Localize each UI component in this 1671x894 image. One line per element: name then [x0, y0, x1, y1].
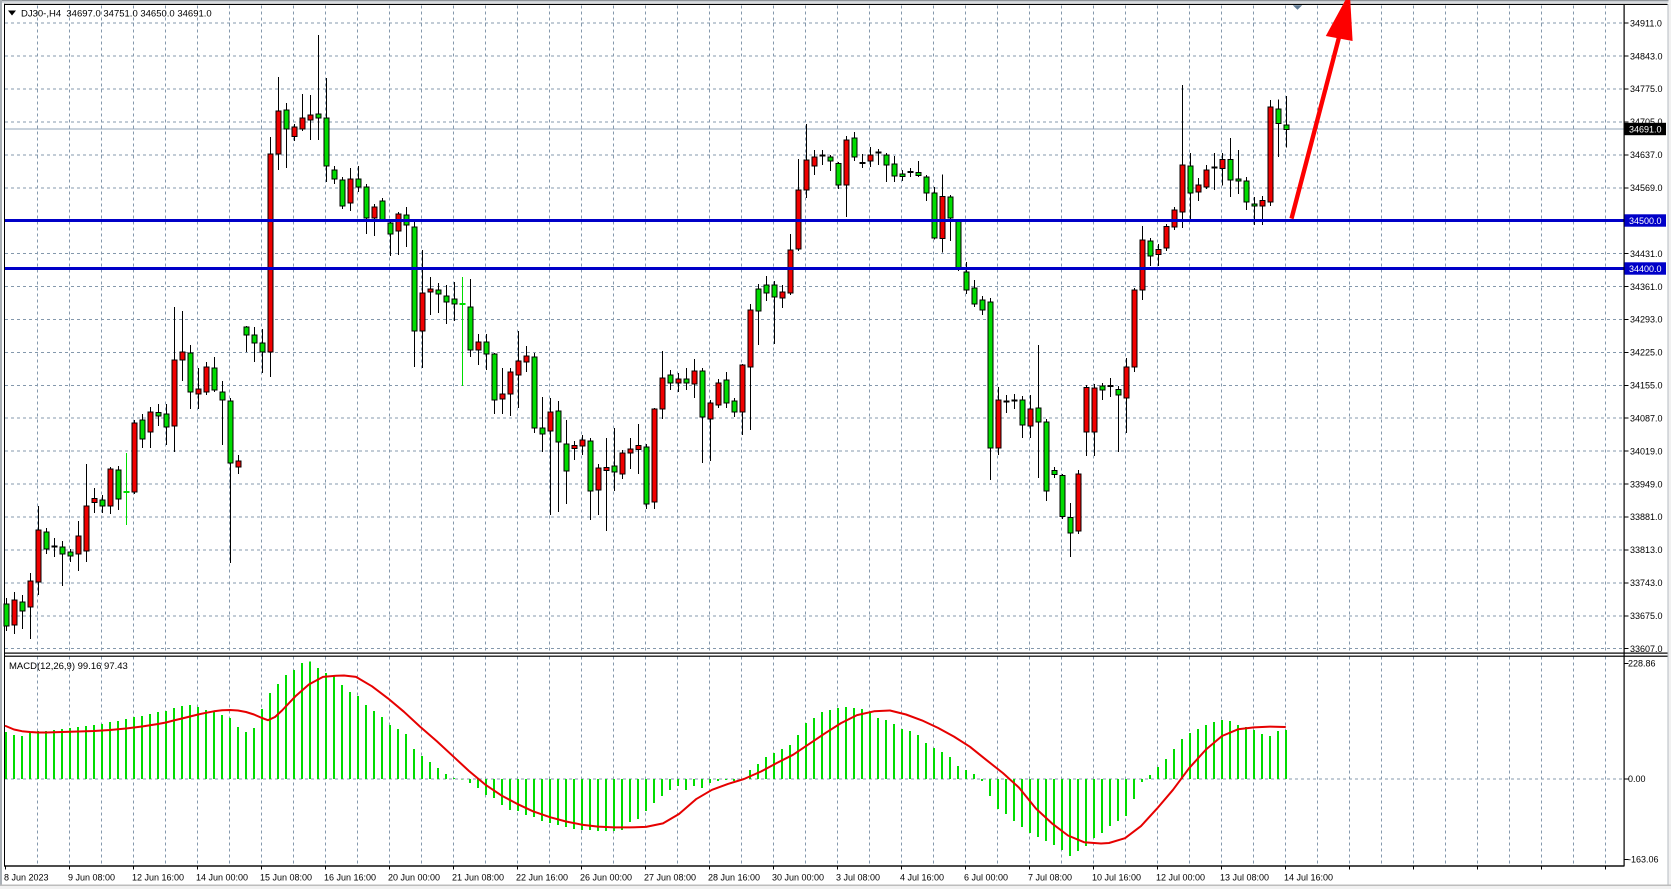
svg-text:34775.0: 34775.0 [1630, 84, 1663, 94]
svg-text:DJ30-,H4 34697.0 34751.0 3465: DJ30-,H4 34697.0 34751.0 34650.0 34691.0 [21, 9, 212, 20]
svg-text:13 Jul 08:00: 13 Jul 08:00 [1220, 873, 1269, 883]
svg-text:34911.0: 34911.0 [1630, 18, 1662, 28]
svg-text:9 Jun 08:00: 9 Jun 08:00 [68, 873, 115, 883]
svg-text:34293.0: 34293.0 [1630, 315, 1663, 325]
svg-text:34691.0: 34691.0 [1629, 124, 1662, 134]
svg-text:33813.0: 33813.0 [1630, 545, 1663, 555]
svg-text:26 Jun 00:00: 26 Jun 00:00 [580, 873, 632, 883]
svg-text:33607.0: 33607.0 [1630, 644, 1663, 654]
svg-text:33881.0: 33881.0 [1630, 512, 1663, 522]
svg-text:4 Jul 16:00: 4 Jul 16:00 [900, 873, 944, 883]
svg-text:34400.0: 34400.0 [1629, 264, 1662, 274]
svg-text:30 Jun 00:00: 30 Jun 00:00 [772, 873, 824, 883]
svg-text:21 Jun 08:00: 21 Jun 08:00 [452, 873, 504, 883]
svg-text:33949.0: 33949.0 [1630, 479, 1663, 489]
svg-text:28 Jun 16:00: 28 Jun 16:00 [708, 873, 760, 883]
svg-text:12 Jul 00:00: 12 Jul 00:00 [1156, 873, 1205, 883]
svg-text:34225.0: 34225.0 [1630, 348, 1663, 358]
svg-text:16 Jun 16:00: 16 Jun 16:00 [324, 873, 376, 883]
svg-text:33675.0: 33675.0 [1630, 611, 1663, 621]
svg-text:34569.0: 34569.0 [1630, 183, 1663, 193]
svg-text:3 Jul 08:00: 3 Jul 08:00 [836, 873, 880, 883]
svg-text:34431.0: 34431.0 [1630, 249, 1663, 259]
svg-text:34500.0: 34500.0 [1629, 216, 1662, 226]
svg-text:34019.0: 34019.0 [1630, 446, 1663, 456]
svg-text:34361.0: 34361.0 [1630, 282, 1663, 292]
svg-text:0.00: 0.00 [1628, 774, 1646, 784]
svg-text:6 Jul 00:00: 6 Jul 00:00 [964, 873, 1008, 883]
svg-text:14 Jul 16:00: 14 Jul 16:00 [1284, 873, 1333, 883]
svg-text:34087.0: 34087.0 [1630, 413, 1663, 423]
svg-text:27 Jun 08:00: 27 Jun 08:00 [644, 873, 696, 883]
svg-text:34637.0: 34637.0 [1630, 150, 1663, 160]
svg-text:20 Jun 00:00: 20 Jun 00:00 [388, 873, 440, 883]
svg-text:33743.0: 33743.0 [1630, 578, 1663, 588]
svg-text:34155.0: 34155.0 [1630, 381, 1663, 391]
svg-text:10 Jul 16:00: 10 Jul 16:00 [1092, 873, 1141, 883]
svg-text:14 Jun 00:00: 14 Jun 00:00 [196, 873, 248, 883]
svg-text:7 Jul 08:00: 7 Jul 08:00 [1028, 873, 1072, 883]
svg-text:-163.06: -163.06 [1628, 855, 1659, 865]
svg-text:15 Jun 08:00: 15 Jun 08:00 [260, 873, 312, 883]
svg-text:34843.0: 34843.0 [1630, 51, 1663, 61]
svg-text:12 Jun 16:00: 12 Jun 16:00 [132, 873, 184, 883]
svg-text:22 Jun 16:00: 22 Jun 16:00 [516, 873, 568, 883]
svg-text:8 Jun 2023: 8 Jun 2023 [4, 873, 49, 883]
svg-text:MACD(12,26,9) 99.16 97.43: MACD(12,26,9) 99.16 97.43 [9, 661, 128, 672]
svg-text:228.86: 228.86 [1628, 659, 1656, 669]
